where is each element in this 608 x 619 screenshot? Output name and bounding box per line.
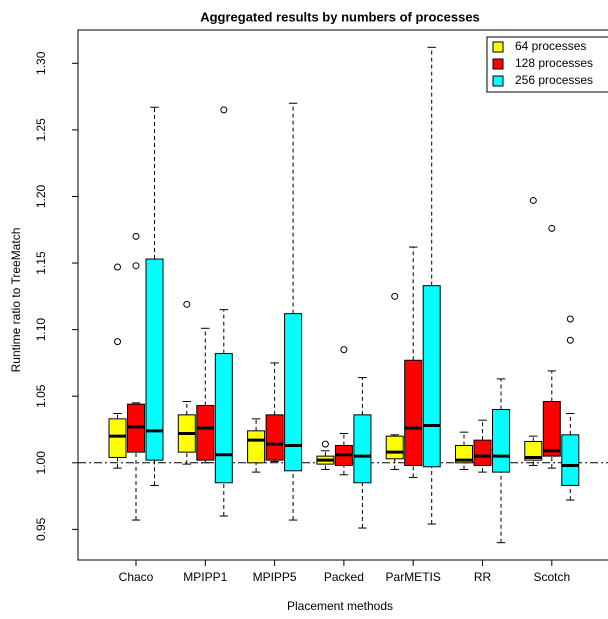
y-tick-label: 1.30: [34, 51, 48, 75]
y-axis-label: Runtime ratio to TreeMatch: [9, 228, 23, 373]
box: [404, 359, 423, 466]
box: [196, 405, 215, 461]
y-tick-label: 1.20: [34, 184, 48, 208]
outlier: [566, 315, 574, 323]
outlier: [548, 224, 556, 232]
x-tick-label: MPIPP1: [183, 570, 227, 584]
box: [353, 414, 372, 484]
outlier: [220, 106, 228, 114]
outlier: [340, 346, 348, 354]
box: [542, 401, 561, 457]
outlier: [529, 196, 537, 204]
chart-title: Aggregated results by numbers of process…: [200, 9, 480, 24]
outlier: [114, 263, 121, 271]
outlier: [114, 338, 121, 346]
legend-swatch: [492, 41, 504, 53]
legend-label: 64 processes: [515, 39, 586, 53]
box: [422, 285, 441, 468]
outlier: [566, 336, 574, 344]
x-tick-label: RR: [474, 570, 492, 584]
outlier: [391, 292, 399, 300]
x-tick-label: MPIPP5: [253, 570, 297, 584]
legend-swatch: [492, 58, 504, 70]
y-tick-label: 1.15: [34, 251, 48, 275]
x-tick-label: Scotch: [533, 570, 570, 584]
box: [214, 353, 233, 484]
outlier: [321, 440, 329, 448]
legend-label: 256 processes: [515, 73, 593, 87]
legend-swatch: [492, 75, 504, 87]
box: [385, 435, 404, 460]
y-tick-label: 1.00: [34, 451, 48, 475]
legend-box: [486, 36, 608, 93]
outlier: [183, 300, 191, 308]
box: [265, 414, 284, 461]
y-tick-label: 1.10: [34, 318, 48, 342]
x-tick-label: Packed: [324, 570, 364, 584]
plot-frame: [77, 29, 608, 561]
box: [108, 418, 127, 458]
box: [284, 313, 303, 472]
x-tick-label: Chaco: [119, 570, 154, 584]
x-tick-label: ParMETIS: [386, 570, 441, 584]
box: [455, 444, 473, 464]
legend-label: 128 processes: [515, 56, 593, 70]
box: [145, 258, 164, 461]
box: [561, 434, 580, 486]
x-axis-label: Placement methods: [287, 599, 393, 613]
y-tick-label: 0.95: [34, 517, 48, 541]
outlier: [132, 232, 140, 240]
y-tick-label: 1.05: [34, 384, 48, 408]
outlier: [132, 262, 140, 270]
y-tick-label: 1.25: [34, 118, 48, 142]
box: [473, 439, 492, 466]
box: [247, 430, 266, 464]
box: [524, 440, 543, 461]
box: [492, 409, 510, 473]
